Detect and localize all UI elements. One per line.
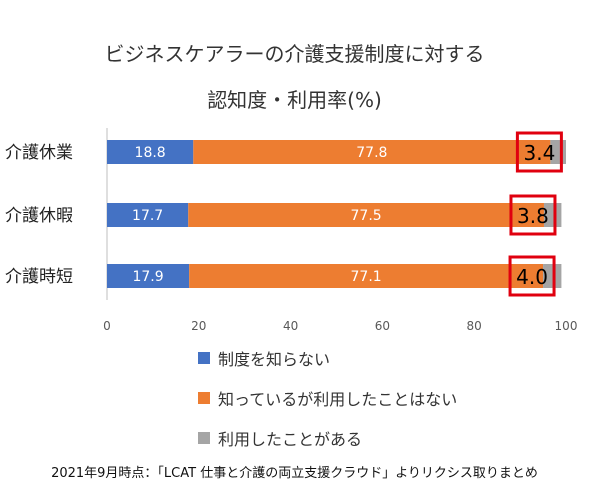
category-label-short-hours: 介護時短 — [5, 267, 73, 287]
data-label-leave-aware-not-used: 77.8 — [356, 145, 387, 161]
legend-item-aware-not-used: 知っているが利用したことはない — [198, 386, 457, 410]
bar-leave-unaware — [107, 140, 194, 164]
x-tick-label-20: 20 — [191, 319, 206, 333]
legend-swatch-used — [198, 432, 210, 444]
chart-title: ビジネスケアラーの介護支援制度に対する — [104, 42, 485, 66]
data-label-day-off-unaware: 17.7 — [132, 208, 163, 224]
bar-short-hours-used — [543, 264, 562, 288]
legend-item-unaware: 制度を知らない — [198, 346, 330, 370]
data-label-short-hours-used: 4.0 — [516, 265, 548, 289]
legend-item-used: 利用したことがある — [198, 426, 362, 450]
stacked-bar-chart: 介護休業 18.8 77.8 3.4 介護休暇 17.7 77.5 3.8 介護時短 17.9 77… — [5, 128, 578, 333]
highlight-box-leave — [515, 131, 563, 173]
category-label-leave: 介護休業 — [5, 143, 73, 163]
bar-day-off-unaware — [107, 203, 189, 227]
highlight-box-short-hours — [508, 255, 556, 297]
data-label-leave-unaware: 18.8 — [135, 145, 166, 161]
legend-swatch-aware-not-used — [198, 392, 210, 404]
source-footnote: 2021年9月時点：「LCAT 仕事と介護の両立支援クラウド」よりリクシス取りま… — [51, 466, 538, 481]
data-label-day-off-used: 3.8 — [517, 204, 549, 228]
x-tick-label-60: 60 — [375, 319, 390, 333]
x-tick-label-40: 40 — [283, 319, 298, 333]
legend-swatch-unaware — [198, 352, 210, 364]
bar-short-hours-aware-not-used — [189, 264, 544, 288]
legend-label-aware-not-used: 知っているが利用したことはない — [218, 390, 458, 409]
bar-leave-aware-not-used — [193, 140, 551, 164]
category-label-day-off: 介護休暇 — [5, 206, 73, 226]
legend-label-used: 利用したことがある — [218, 430, 363, 449]
data-label-short-hours-unaware: 17.9 — [132, 269, 163, 285]
bar-day-off-used — [543, 203, 562, 227]
data-label-short-hours-aware-not-used: 77.1 — [351, 269, 382, 285]
data-label-day-off-aware-not-used: 77.5 — [351, 208, 382, 224]
bar-day-off-aware-not-used — [188, 203, 544, 227]
data-label-leave-used: 3.4 — [523, 141, 555, 165]
x-tick-label-80: 80 — [467, 319, 482, 333]
x-tick-label-100: 100 — [555, 319, 578, 333]
highlight-box-day-off — [509, 194, 557, 236]
legend-label-unaware: 制度を知らない — [218, 350, 331, 369]
chart-subtitle: 認知度・利用率(%) — [207, 88, 382, 112]
x-tick-label-0: 0 — [103, 319, 111, 333]
bar-short-hours-unaware — [107, 264, 190, 288]
